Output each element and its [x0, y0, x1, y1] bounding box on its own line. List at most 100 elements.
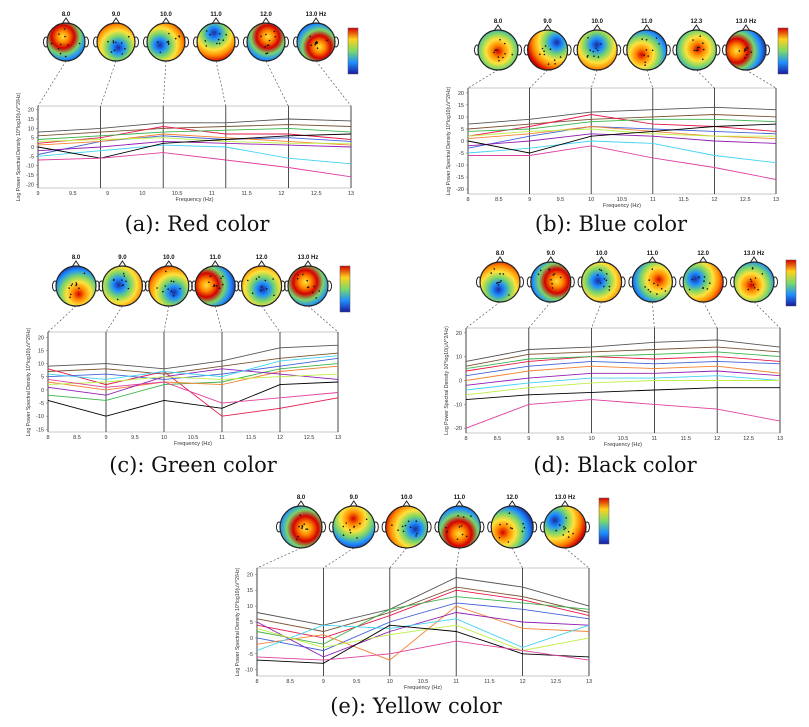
- topomap-4: 12.3: [672, 19, 721, 71]
- topomap-label: 12.0: [260, 12, 272, 18]
- electrode-dot: [495, 49, 498, 51]
- x-tick-label: 9.5: [131, 435, 139, 441]
- topomap-3: 11.0: [191, 255, 240, 307]
- topomap-nose: [592, 24, 602, 32]
- electrode-dot: [606, 273, 608, 275]
- series-line-9: [465, 387, 780, 401]
- plot-area: [467, 87, 777, 195]
- electrode-dot: [699, 35, 701, 37]
- topomap-connector: [315, 60, 352, 107]
- electrode-dot: [123, 275, 126, 277]
- y-tick-label: 5: [250, 620, 253, 626]
- topomap-nose: [164, 260, 174, 268]
- electrode-dot: [83, 272, 86, 275]
- topomap-nose: [493, 24, 503, 32]
- electrode-dot: [58, 33, 60, 35]
- electrode-dot: [162, 290, 164, 293]
- electrode-dot: [266, 52, 269, 54]
- y-tick-label: 20: [458, 91, 464, 97]
- topomap-label: 11.0: [210, 255, 222, 261]
- series-line-0: [47, 344, 339, 370]
- y-tick-label: -20: [454, 426, 462, 432]
- electrode-dot: [465, 535, 468, 538]
- topomap-4: 12.0: [487, 495, 538, 549]
- topomap-5: 13.0 Hz: [284, 255, 332, 307]
- chart-panel-e: 8.0 9.0 10.0 11.0 12.0 13.0 Hz 20 15 10 5 0 -5 -10 8 8…: [217, 482, 615, 690]
- series-line-9: [467, 123, 777, 154]
- electrode-dot: [511, 53, 514, 56]
- series-line-6: [465, 370, 781, 386]
- topomap-connector: [389, 547, 407, 569]
- topomap-connector: [214, 305, 223, 333]
- y-tick-label: 10: [458, 115, 464, 121]
- electrode-dot: [121, 53, 123, 55]
- electrode-dot: [743, 56, 746, 59]
- electrode-dot: [563, 528, 565, 531]
- electrode-dot: [222, 39, 225, 41]
- topomap-nose: [311, 17, 321, 25]
- chart-e: 8.0 9.0 10.0 11.0 12.0 13.0 Hz 20 15 10 5 0 -5 -108 8…: [235, 495, 610, 690]
- series-line-10: [465, 399, 781, 429]
- topomap-head: [279, 505, 323, 549]
- electrode-dot: [747, 288, 750, 291]
- topomap-nose: [117, 260, 127, 268]
- electrode-dot: [305, 528, 307, 530]
- x-tick-label: 8.5: [494, 436, 502, 442]
- electrode-dot: [507, 541, 510, 543]
- series-line-3: [37, 127, 352, 140]
- electrode-dot: [70, 293, 72, 296]
- electrode-dot: [122, 272, 125, 275]
- electrode-dot: [68, 287, 70, 289]
- x-tick-label: 10: [161, 435, 167, 441]
- x-tick-label: 10: [589, 436, 595, 442]
- electrode-dot: [402, 530, 405, 533]
- x-tick-label: 9.5: [69, 191, 77, 197]
- electrode-dot: [572, 532, 574, 535]
- y-tick-label: -15: [26, 173, 34, 179]
- y-tick-label: 20: [456, 331, 462, 337]
- electrode-dot: [255, 278, 258, 280]
- chart-panel-d: 8.0 9.0 10.0 11.0 12.0 13.0 Hz 20 10 0 -10 -20 8 8.5…: [428, 250, 802, 448]
- electrode-dot: [496, 282, 498, 284]
- series-line-2: [37, 126, 352, 144]
- electrode-dot: [656, 293, 658, 295]
- caption-a: (a): Red color: [124, 212, 270, 236]
- electrode-dot: [660, 288, 663, 290]
- x-tick-label: 10.5: [172, 191, 183, 197]
- electrode-dot: [738, 50, 741, 52]
- electrode-dot: [78, 287, 80, 289]
- topomap-label: 10.0: [596, 251, 608, 257]
- series-line-7: [47, 355, 339, 380]
- series-line-8: [256, 624, 590, 652]
- electrode-dot: [258, 276, 260, 278]
- electrode-dot: [349, 531, 352, 534]
- electrode-dot: [589, 49, 591, 51]
- electrode-dot: [217, 38, 220, 41]
- electrode-dot: [265, 52, 267, 55]
- topomap-2: 10.0: [143, 12, 189, 62]
- topomap-nose: [597, 256, 607, 264]
- electrode-dot: [655, 37, 658, 39]
- electrode-dot: [314, 43, 317, 46]
- electrode-dot: [264, 46, 267, 48]
- electrode-dot: [274, 36, 277, 38]
- chart-c: 8.0 9.0 10.0 11.0 12.0 13.0 Hz 20 15 10 5 0 -5 -10 -1…: [26, 255, 351, 447]
- electrode-dot: [548, 268, 551, 270]
- series-line-8: [467, 128, 776, 137]
- x-tick-label: 11: [650, 197, 656, 203]
- y-tick-label: 10: [38, 362, 44, 368]
- electrode-dot: [664, 290, 667, 292]
- electrode-dot: [342, 525, 345, 528]
- topomap-5: 13.0 Hz: [722, 19, 770, 71]
- topomap-nose: [111, 17, 121, 25]
- topomap-label: 8.0: [72, 255, 81, 261]
- x-tick-label: 12: [277, 435, 283, 441]
- x-tick-label: 10.5: [618, 436, 629, 442]
- topomap-connector: [646, 69, 654, 89]
- electrode-dot: [541, 47, 544, 50]
- electrode-dot: [296, 277, 299, 280]
- electrode-dot: [128, 35, 130, 38]
- x-tick-label: 11.5: [678, 197, 688, 203]
- caption-b: (b): Blue color: [534, 212, 688, 236]
- electrode-dot: [493, 268, 496, 270]
